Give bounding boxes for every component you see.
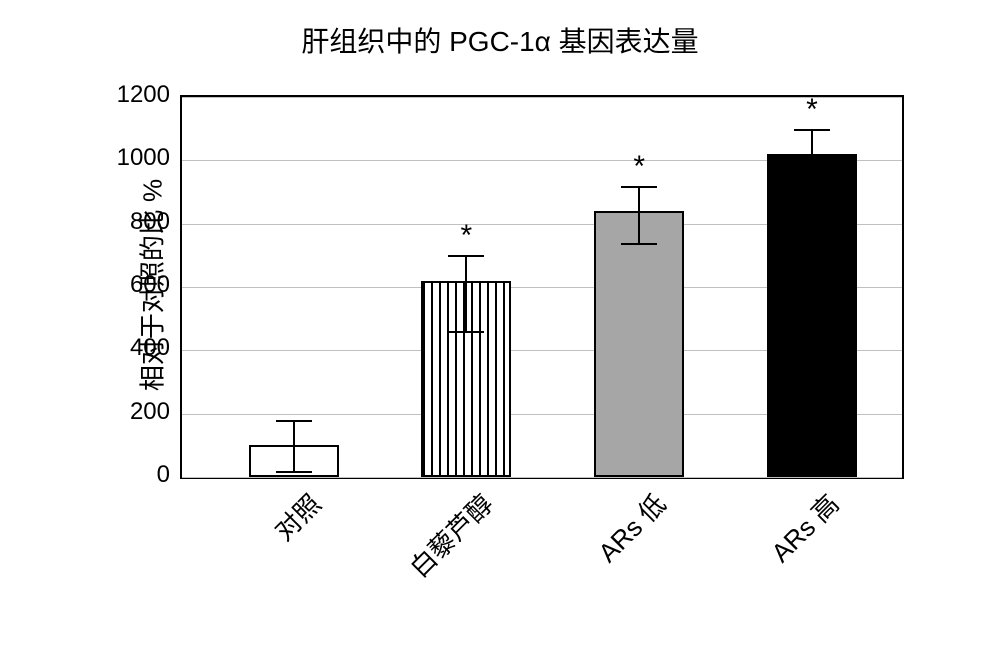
ytick-label: 1000 [90, 144, 170, 172]
error-mean-tick [286, 445, 302, 447]
error-cap [794, 129, 830, 131]
bar [594, 211, 684, 477]
plot-area: * * * [180, 95, 904, 479]
error-mean-tick [631, 211, 647, 213]
error-cap [794, 189, 830, 191]
ytick-label: 400 [90, 334, 170, 362]
ytick-label: 800 [90, 208, 170, 236]
significance-marker: * [461, 219, 473, 253]
error-mean-tick [458, 281, 474, 283]
error-mean-tick [804, 154, 820, 156]
xtick-label: ARs 高 [672, 485, 847, 660]
gridline [182, 97, 902, 98]
error-bar [638, 186, 640, 243]
chart-title: 肝组织中的 PGC-1α 基因表达量 [0, 20, 1000, 60]
error-cap [276, 471, 312, 473]
xtick-label: ARs 低 [499, 485, 674, 660]
ytick-label: 600 [90, 271, 170, 299]
error-bar [811, 129, 813, 189]
xtick-label: 对照 [153, 485, 328, 660]
significance-marker: * [633, 150, 645, 184]
ytick-label: 200 [90, 398, 170, 426]
error-cap [621, 243, 657, 245]
xtick-label: 白藜芦醇 [326, 485, 501, 660]
error-bar [465, 255, 467, 331]
error-cap [621, 186, 657, 188]
ytick-label: 0 [90, 461, 170, 489]
error-cap [448, 331, 484, 333]
bar [767, 154, 857, 477]
gridline [182, 477, 902, 478]
error-cap [448, 255, 484, 257]
error-cap [276, 420, 312, 422]
ytick-label: 1200 [90, 81, 170, 109]
significance-marker: * [806, 93, 818, 127]
